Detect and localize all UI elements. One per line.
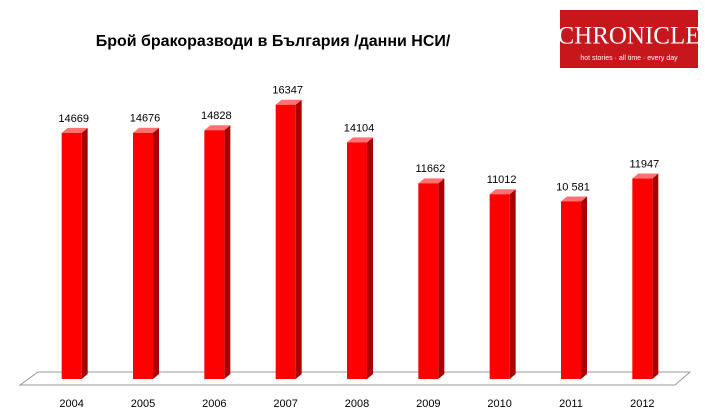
bar	[133, 132, 153, 379]
x-tick-label: 2012	[630, 398, 654, 410]
bar-top	[561, 196, 587, 202]
data-label: 14828	[201, 110, 232, 122]
bar-top	[275, 99, 302, 105]
data-label: 14676	[130, 113, 161, 125]
chart-title: Брой бракоразводи в България /данни НСИ/	[96, 33, 451, 50]
bar-top	[489, 189, 516, 195]
bar	[61, 132, 82, 379]
bar	[204, 130, 225, 379]
bar-side	[367, 137, 373, 379]
logo-name: CHRONICLE	[557, 23, 700, 50]
x-tick-label: 2011	[559, 398, 583, 410]
bar-side	[581, 196, 587, 379]
x-tick-label: 2008	[345, 398, 369, 410]
bar-side	[224, 125, 231, 379]
bar	[347, 142, 367, 379]
bar-side	[81, 127, 88, 379]
bar-top	[418, 178, 445, 184]
data-label: 10 581	[556, 181, 590, 193]
x-tick-label: 2009	[416, 398, 440, 410]
data-label: 11947	[629, 158, 659, 170]
bar-top	[133, 127, 159, 133]
bar-side	[652, 173, 659, 379]
x-tick-label: 2010	[487, 398, 511, 410]
bar	[418, 183, 439, 379]
bar-side	[509, 189, 516, 379]
logo-background	[560, 10, 698, 68]
data-label: 11662	[415, 163, 445, 175]
x-tick-label: 2004	[59, 398, 83, 410]
bar	[561, 201, 581, 379]
bar-side	[438, 178, 445, 379]
data-label: 14104	[344, 122, 375, 134]
bar-top	[204, 125, 231, 131]
data-label: 16347	[272, 85, 303, 97]
x-tick-label: 2007	[273, 398, 297, 410]
bar	[489, 194, 510, 379]
logo-tagline: hot stories · all time · every day	[580, 55, 678, 62]
bar-side	[153, 127, 159, 379]
bar-top	[632, 173, 659, 179]
bar	[275, 104, 296, 379]
bar-top	[61, 127, 88, 133]
data-label: 11012	[487, 174, 517, 186]
x-tick-label: 2005	[131, 398, 155, 410]
x-tick-label: 2006	[202, 398, 226, 410]
bar	[632, 178, 653, 379]
bar-side	[295, 99, 302, 379]
bar-top	[347, 137, 373, 143]
data-label: 14669	[58, 113, 89, 125]
